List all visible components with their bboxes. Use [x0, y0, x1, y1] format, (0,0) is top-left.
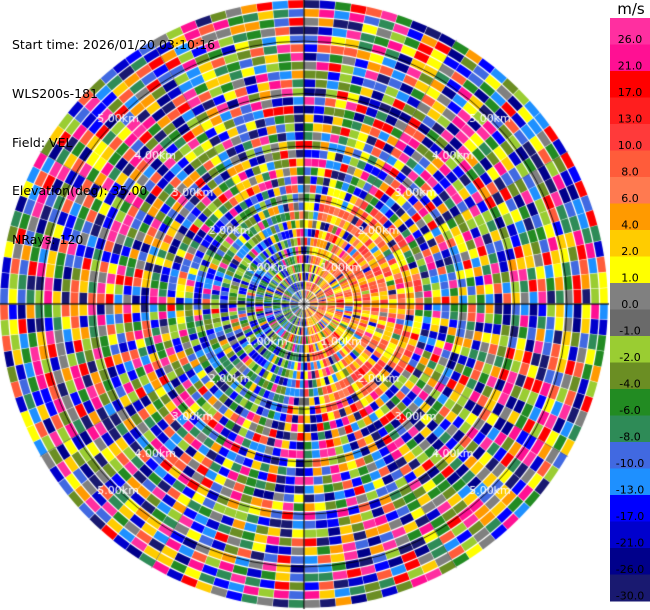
colorbar-tick-label: 1.0: [621, 272, 639, 285]
colorbar-tick-label: -6.0: [619, 404, 640, 417]
colorbar-swatch: [610, 124, 650, 151]
colorbar-swatch: [610, 336, 650, 363]
elevation-label: Elevation(deg): 35.00: [12, 183, 148, 199]
colorbar-tick-label: 4.0: [621, 219, 639, 232]
colorbar-tick-label: -17.0: [616, 510, 644, 523]
colorbar-swatch: [610, 389, 650, 416]
colorbar-tick-label: -13.0: [616, 484, 644, 497]
field-label: Field: VEL: [12, 134, 73, 150]
colorbar-tick-label: -4.0: [619, 378, 640, 391]
colorbar-swatch: [610, 177, 650, 204]
colorbar-swatch: [610, 283, 650, 310]
colorbar-swatch: [610, 521, 650, 549]
colorbar-tick-label: 21.0: [618, 60, 643, 73]
colorbar-swatch: [610, 150, 650, 178]
nrays-label: NRays: 120: [12, 231, 84, 247]
colorbar-swatch: [610, 230, 650, 257]
colorbar-tick-label: 2.0: [621, 245, 639, 258]
colorbar-tick-label: 17.0: [618, 86, 643, 99]
colorbar-tick-label: 26.0: [618, 33, 643, 46]
colorbar-swatch: [610, 442, 650, 469]
colorbar-swatch: [610, 309, 650, 337]
start-time-label: Start time: 2026/01/20 03:10:16: [12, 37, 216, 53]
colorbar: 26.0 21.0 17.0 13.0 10.0 8.0 6.0 4.0 2.0 1.0 0.0 -1…: [610, 18, 650, 603]
colorbar-tick-label: 0.0: [621, 298, 639, 311]
colorbar-swatch: [610, 18, 650, 45]
colorbar-swatch: [610, 468, 650, 496]
colorbar-tick-label: 13.0: [618, 113, 643, 126]
colorbar-tick-label: 8.0: [621, 166, 639, 179]
colorbar-swatch: [610, 203, 650, 231]
colorbar-tick-label: -10.0: [616, 457, 644, 470]
colorbar-swatch: [610, 362, 650, 390]
colorbar-swatch: [610, 415, 650, 443]
colorbar-swatch: [610, 574, 650, 602]
colorbar-tick-label: -21.0: [616, 537, 644, 550]
scan-info: Start time: 2026/01/20 03:10:16 WLS200s-…: [12, 5, 215, 264]
colorbar-swatch: [610, 97, 650, 125]
colorbar-tick-label: -8.0: [619, 431, 640, 444]
colorbar-swatch: [610, 495, 650, 522]
colorbar-tick-label: -26.0: [616, 563, 644, 576]
colorbar-swatch: [610, 256, 650, 284]
colorbar-swatch: [610, 548, 650, 575]
colorbar-swatch: [610, 44, 650, 72]
colorbar-tick-label: -30.0: [616, 590, 644, 603]
colorbar-unit: m/s: [617, 0, 645, 18]
colorbar-tick-label: 6.0: [621, 192, 639, 205]
instrument-label: WLS200s-181: [12, 86, 98, 101]
colorbar-swatch: [610, 71, 650, 98]
colorbar-tick-label: -1.0: [619, 325, 640, 338]
colorbar-tick-label: -2.0: [619, 351, 640, 364]
colorbar-tick-label: 10.0: [618, 139, 643, 152]
